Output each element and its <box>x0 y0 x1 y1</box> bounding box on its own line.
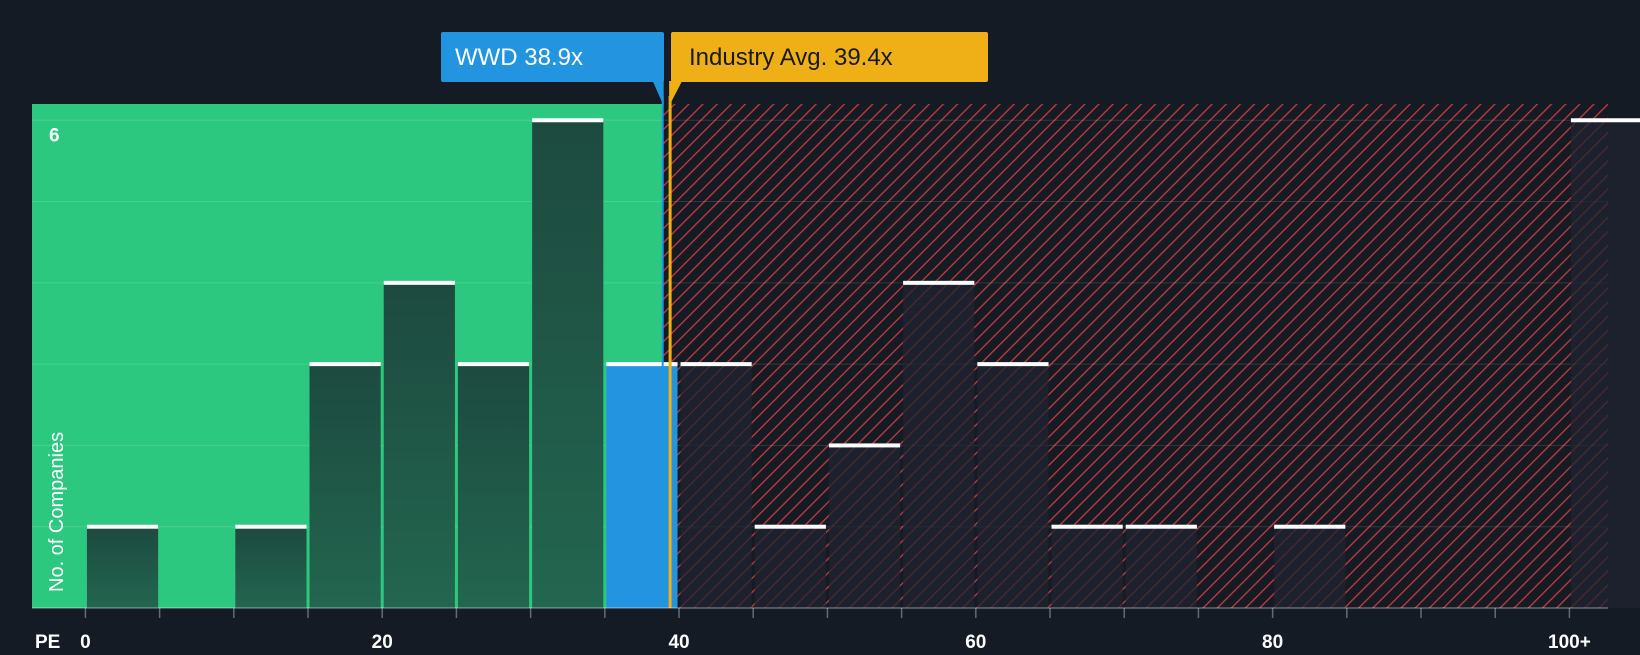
histogram-bar <box>235 526 307 608</box>
x-tick-label: 100+ <box>1548 632 1591 650</box>
histogram-bar <box>828 445 901 608</box>
histogram-bar-cap <box>309 362 381 367</box>
histogram-bar-cap <box>1274 524 1346 529</box>
histogram-bar-cap <box>1051 524 1123 529</box>
histogram-bar-cap <box>903 280 975 285</box>
overvalued-zone <box>662 104 1608 608</box>
histogram-bar <box>532 120 604 609</box>
histogram-bar-cap <box>977 362 1049 367</box>
histogram-bar-cap <box>532 118 604 123</box>
industry-tag-pointer <box>669 81 683 106</box>
x-tick-label: 0 <box>80 632 91 650</box>
histogram-bar <box>1051 526 1123 608</box>
histogram-bar-cap <box>1125 524 1197 529</box>
y-tick-label: 6 <box>49 125 60 146</box>
histogram-bar <box>754 526 826 608</box>
histogram-bar-cap <box>235 524 307 529</box>
histogram-bar <box>606 364 678 608</box>
histogram-bar <box>903 282 975 608</box>
industry-tag-background <box>671 32 988 82</box>
histogram-bar-cap <box>680 362 752 367</box>
company-label: WWD 38.9x <box>455 44 583 71</box>
histogram-bar <box>457 364 530 608</box>
histogram-bar-cap <box>606 362 678 367</box>
industry-label: Industry Avg. 39.4x <box>689 44 893 71</box>
histogram-bar <box>1570 120 1640 609</box>
histogram-bar-cap <box>754 524 826 529</box>
x-axis-label: PE <box>35 632 60 650</box>
x-tick-label: 40 <box>668 632 689 650</box>
x-tick-label: 60 <box>965 632 986 650</box>
histogram-bar-cap <box>828 443 901 448</box>
histogram-bar <box>86 526 159 608</box>
histogram-bar-cap <box>1570 118 1640 123</box>
company-tag-pointer <box>652 81 664 106</box>
histogram-bar <box>1274 526 1346 608</box>
histogram-bar <box>977 364 1049 608</box>
company-label-tag: WWD 38.9x <box>441 32 664 106</box>
x-tick-label: 80 <box>1262 632 1283 650</box>
histogram-bar <box>1125 526 1197 608</box>
histogram-bar-cap <box>86 524 159 529</box>
industry-label-tag: Industry Avg. 39.4x <box>669 32 988 106</box>
histogram-bar-cap <box>383 280 455 285</box>
company-tag-background <box>441 32 664 82</box>
x-tick-label: 20 <box>372 632 393 650</box>
histogram-bar <box>383 282 455 608</box>
histogram-bar <box>680 364 752 608</box>
histogram-bar <box>309 364 381 608</box>
y-axis-label: No. of Companies <box>46 432 68 592</box>
histogram-bar-cap <box>457 362 530 367</box>
